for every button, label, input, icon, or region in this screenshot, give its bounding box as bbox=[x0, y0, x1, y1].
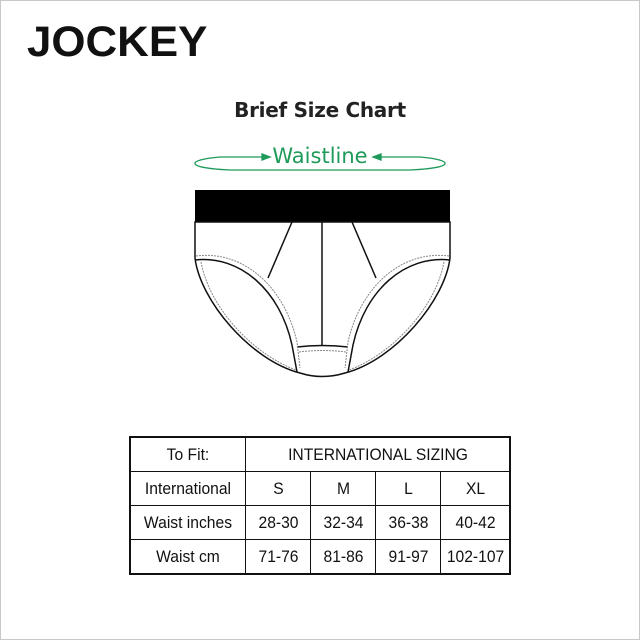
cell: 91-97 bbox=[377, 539, 439, 575]
header-group: INTERNATIONAL SIZING bbox=[255, 436, 500, 472]
cell: 71-76 bbox=[247, 539, 309, 575]
cell: 81-86 bbox=[312, 539, 374, 575]
table-row: International S M L XL bbox=[130, 471, 510, 506]
cell: M bbox=[312, 471, 374, 506]
table-row: Waist cm 71-76 81-86 91-97 102-107 bbox=[130, 539, 510, 575]
size-chart-table: To Fit: INTERNATIONAL SIZING Internation… bbox=[129, 436, 511, 575]
table-header-row: To Fit: INTERNATIONAL SIZING bbox=[130, 436, 510, 472]
row-label: Waist cm bbox=[134, 539, 242, 575]
cell: 28-30 bbox=[247, 505, 309, 540]
waistline-arrow-icon bbox=[194, 153, 446, 171]
cell: L bbox=[377, 471, 439, 506]
row-label: Waist inches bbox=[134, 505, 242, 540]
cell: XL bbox=[442, 471, 508, 506]
cell: 102-107 bbox=[442, 539, 508, 575]
table-row: Waist inches 28-30 32-34 36-38 40-42 bbox=[130, 505, 510, 540]
row-label: International bbox=[134, 471, 242, 506]
page-title: Brief Size Chart bbox=[234, 98, 406, 122]
cell: 32-34 bbox=[312, 505, 374, 540]
waistline-label: Waistline bbox=[272, 144, 368, 168]
header-label: To Fit: bbox=[134, 436, 242, 472]
cell: 36-38 bbox=[377, 505, 439, 540]
cell: 40-42 bbox=[442, 505, 508, 540]
cell: S bbox=[247, 471, 309, 506]
waistband bbox=[195, 190, 450, 222]
brand-logo: JOCKEY bbox=[27, 18, 208, 66]
